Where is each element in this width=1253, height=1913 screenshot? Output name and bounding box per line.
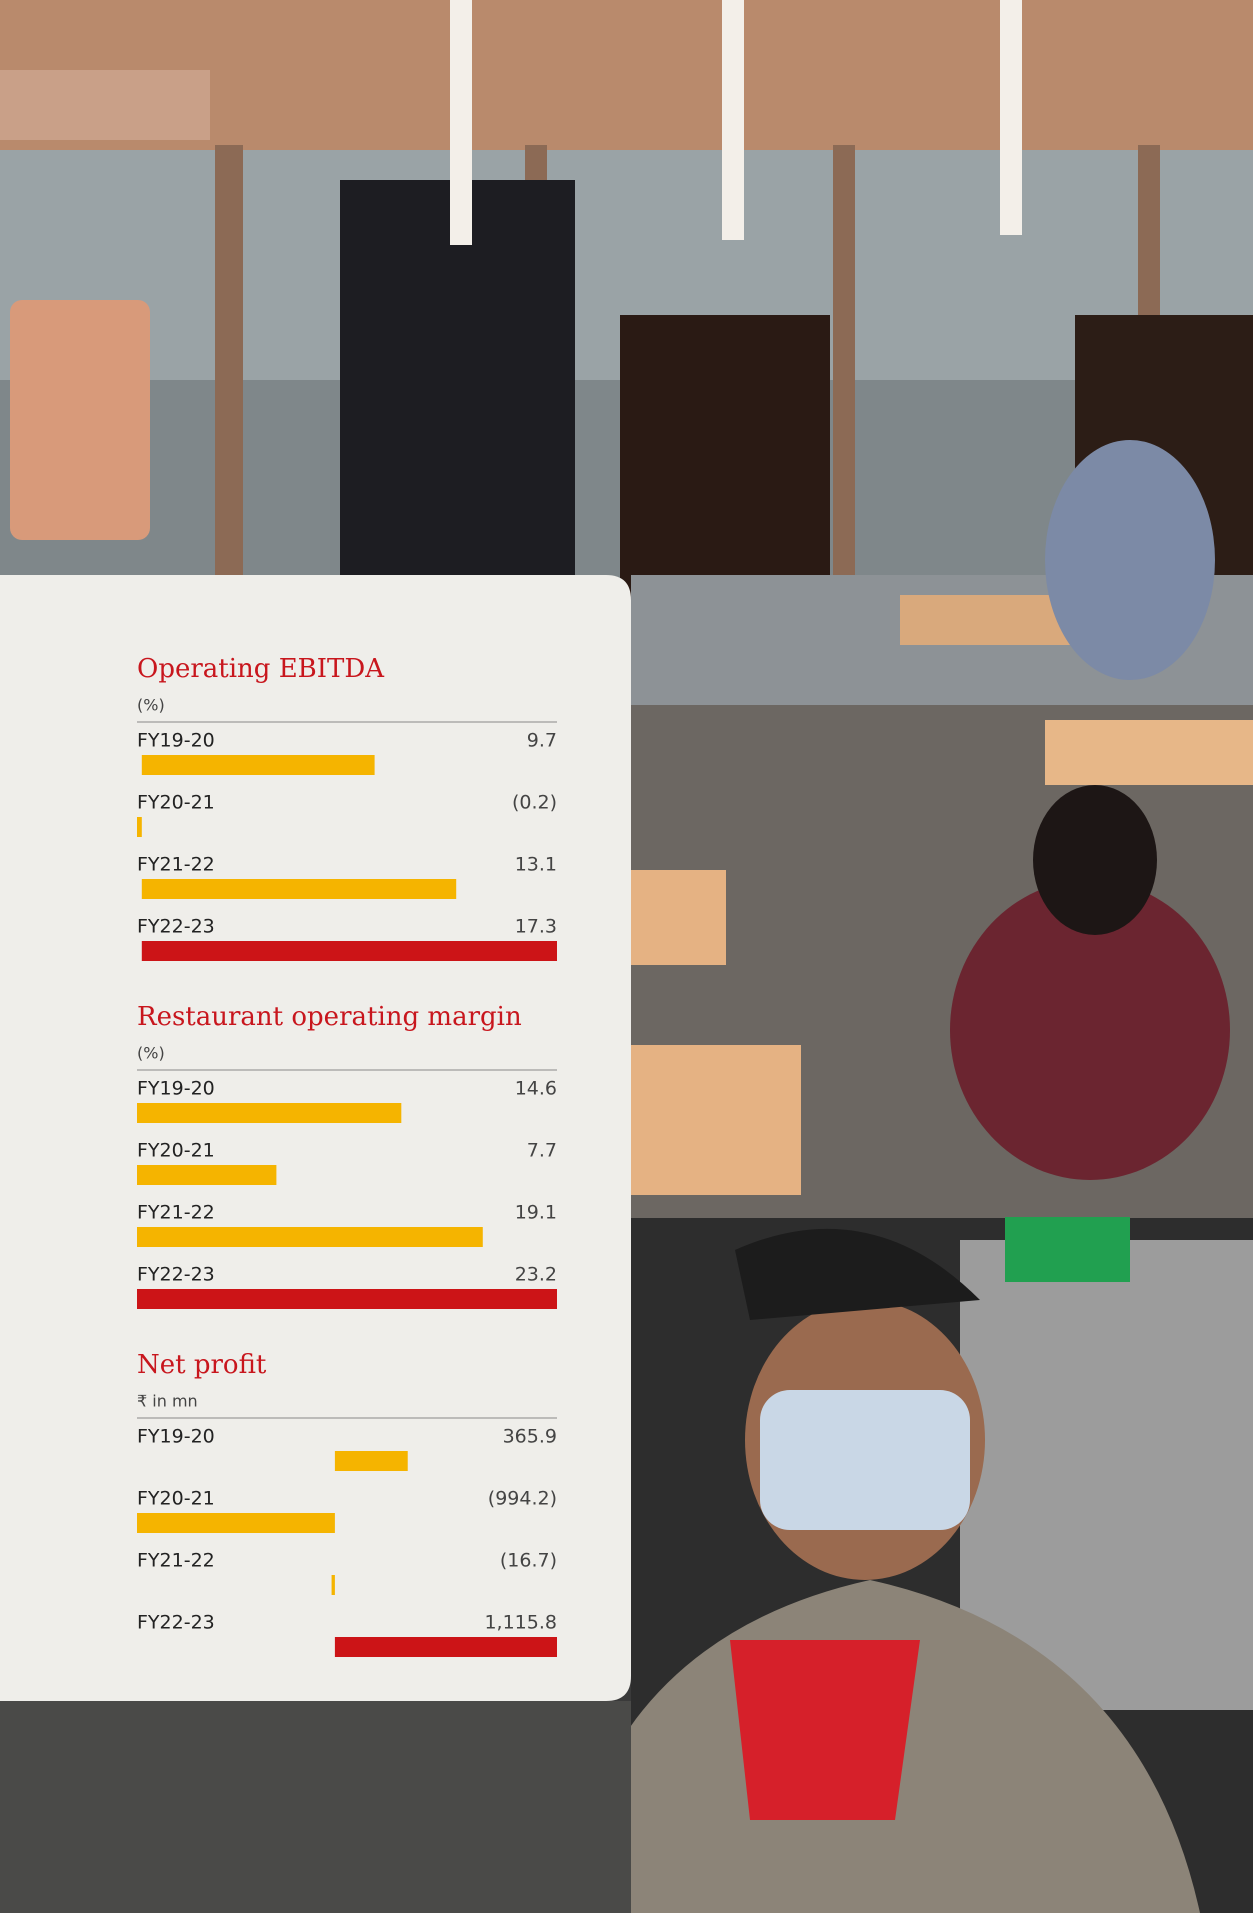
bar bbox=[142, 941, 557, 961]
category-label: FY22-23 bbox=[137, 1612, 215, 1634]
bar bbox=[137, 1289, 557, 1309]
bar bbox=[332, 1575, 335, 1595]
chart-subtitle: (%) bbox=[137, 1044, 165, 1063]
value-label: 9.7 bbox=[527, 730, 557, 752]
page: Operating EBITDA (%) FY19-20 9.7 FY20-21 (0.2… bbox=[0, 0, 1253, 1913]
category-label: FY20-21 bbox=[137, 1140, 215, 1162]
value-label: 1,115.8 bbox=[484, 1612, 557, 1634]
chart-title: Restaurant operating margin bbox=[137, 1002, 522, 1032]
bar bbox=[335, 1451, 408, 1471]
category-label: FY19-20 bbox=[137, 1426, 215, 1448]
value-label: 14.6 bbox=[515, 1078, 557, 1100]
value-label: (0.2) bbox=[512, 792, 557, 814]
value-label: 23.2 bbox=[515, 1264, 557, 1286]
bar bbox=[335, 1637, 557, 1657]
bar bbox=[142, 879, 456, 899]
category-label: FY21-22 bbox=[137, 1550, 215, 1572]
bar bbox=[142, 755, 375, 775]
chart-title: Net profit bbox=[137, 1350, 267, 1380]
chart-subtitle: (%) bbox=[137, 696, 165, 715]
value-label: 17.3 bbox=[515, 916, 557, 938]
category-label: FY20-21 bbox=[137, 792, 215, 814]
category-label: FY20-21 bbox=[137, 1488, 215, 1510]
category-label: FY19-20 bbox=[137, 1078, 215, 1100]
category-label: FY22-23 bbox=[137, 916, 215, 938]
category-label: FY21-22 bbox=[137, 1202, 215, 1224]
bar bbox=[137, 1103, 401, 1123]
value-label: 19.1 bbox=[515, 1202, 557, 1224]
bar bbox=[137, 817, 142, 837]
category-label: FY19-20 bbox=[137, 730, 215, 752]
value-label: 13.1 bbox=[515, 854, 557, 876]
value-label: 7.7 bbox=[527, 1140, 557, 1162]
category-label: FY22-23 bbox=[137, 1264, 215, 1286]
category-label: FY21-22 bbox=[137, 854, 215, 876]
chart-subtitle: ₹ in mn bbox=[137, 1392, 198, 1411]
bar bbox=[137, 1165, 276, 1185]
value-label: (994.2) bbox=[488, 1488, 557, 1510]
bar bbox=[137, 1513, 335, 1533]
bar bbox=[137, 1227, 483, 1247]
value-label: (16.7) bbox=[500, 1550, 557, 1572]
chart-title: Operating EBITDA bbox=[137, 654, 385, 684]
value-label: 365.9 bbox=[503, 1426, 557, 1448]
